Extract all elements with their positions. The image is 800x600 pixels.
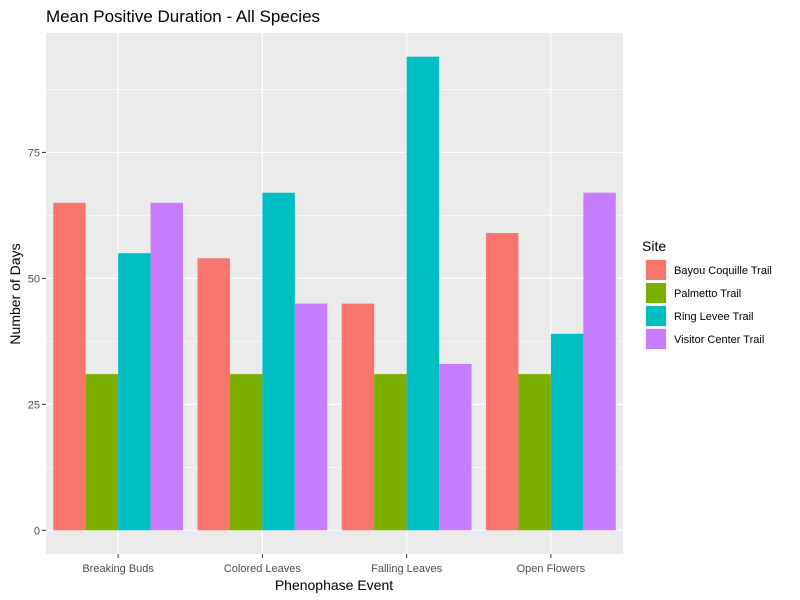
bar xyxy=(439,364,472,531)
legend-label: Visitor Center Trail xyxy=(674,334,764,346)
x-tick-label: Breaking Buds xyxy=(82,563,154,575)
legend-title: Site xyxy=(642,238,666,254)
bar xyxy=(294,303,328,531)
legend-swatch xyxy=(646,283,666,303)
bar xyxy=(53,202,86,531)
bar xyxy=(262,192,295,531)
legend-swatch xyxy=(646,260,666,280)
legend: Site Bayou Coquille Trail Palmetto Trail R… xyxy=(642,238,772,350)
bar xyxy=(406,56,440,531)
bars-layer xyxy=(53,56,616,531)
bar xyxy=(518,374,551,531)
chart-title: Mean Positive Duration - All Species xyxy=(46,7,320,26)
x-axis-label: Phenophase Event xyxy=(275,577,393,593)
y-axis-label: Number of Days xyxy=(7,243,23,344)
bar xyxy=(150,202,184,531)
y-tick-label: 75 xyxy=(28,147,40,159)
y-tick-label: 50 xyxy=(28,273,40,285)
y-tick-label: 0 xyxy=(34,525,40,537)
legend-swatch xyxy=(646,329,666,349)
legend-items: Bayou Coquille Trail Palmetto Trail Ring L… xyxy=(645,259,772,350)
bar xyxy=(229,374,263,531)
bar xyxy=(550,333,584,531)
bar xyxy=(583,192,616,531)
legend-label: Ring Levee Trail xyxy=(674,311,754,323)
bar xyxy=(341,303,375,531)
x-tick-label: Colored Leaves xyxy=(224,563,302,575)
legend-swatch xyxy=(646,306,666,326)
axis-layer: 0 25 50 75 Breaking Buds Colored Leaves Fallin… xyxy=(28,147,586,575)
bar xyxy=(118,253,151,531)
bar xyxy=(197,258,230,531)
legend-label: Palmetto Trail xyxy=(674,288,741,300)
bar xyxy=(374,374,407,531)
legend-label: Bayou Coquille Trail xyxy=(674,265,772,277)
y-tick-label: 25 xyxy=(28,399,40,411)
x-tick-label: Falling Leaves xyxy=(371,563,442,575)
x-tick-label: Open Flowers xyxy=(517,563,586,575)
bar xyxy=(485,233,519,531)
bar xyxy=(85,374,119,531)
